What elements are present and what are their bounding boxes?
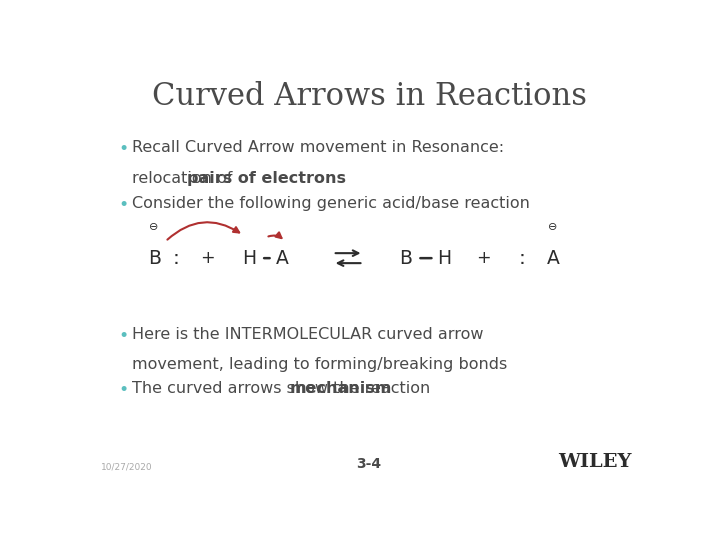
- Text: mechanism: mechanism: [289, 381, 392, 396]
- Text: Recall Curved Arrow movement in Resonance:: Recall Curved Arrow movement in Resonanc…: [132, 140, 504, 154]
- Text: Curved Arrows in Reactions: Curved Arrows in Reactions: [151, 82, 587, 112]
- Text: ⊖: ⊖: [150, 222, 159, 232]
- Text: H: H: [437, 248, 451, 268]
- Text: •: •: [118, 327, 128, 345]
- Text: B: B: [148, 248, 161, 268]
- Text: WILEY: WILEY: [558, 454, 631, 471]
- Text: 10/27/2020: 10/27/2020: [101, 462, 153, 471]
- Text: :: :: [519, 248, 526, 268]
- Text: movement, leading to forming/breaking bonds: movement, leading to forming/breaking bo…: [132, 357, 507, 372]
- Text: B: B: [399, 248, 412, 268]
- Text: +: +: [476, 249, 491, 267]
- Text: •: •: [118, 196, 128, 214]
- Text: •: •: [118, 140, 128, 158]
- Text: The curved arrows show the reaction: The curved arrows show the reaction: [132, 381, 435, 396]
- Text: relocation of: relocation of: [132, 171, 238, 186]
- Text: A: A: [276, 248, 289, 268]
- Text: •: •: [118, 381, 128, 399]
- Text: :: :: [173, 248, 179, 268]
- Text: Here is the INTERMOLECULAR curved arrow: Here is the INTERMOLECULAR curved arrow: [132, 327, 483, 342]
- Text: H: H: [242, 248, 256, 268]
- Text: +: +: [200, 249, 215, 267]
- Text: A: A: [546, 248, 559, 268]
- Text: Consider the following generic acid/base reaction: Consider the following generic acid/base…: [132, 196, 530, 211]
- Text: pairs of electrons: pairs of electrons: [186, 171, 346, 186]
- Text: 3-4: 3-4: [356, 457, 382, 471]
- Text: ⊖: ⊖: [549, 222, 558, 232]
